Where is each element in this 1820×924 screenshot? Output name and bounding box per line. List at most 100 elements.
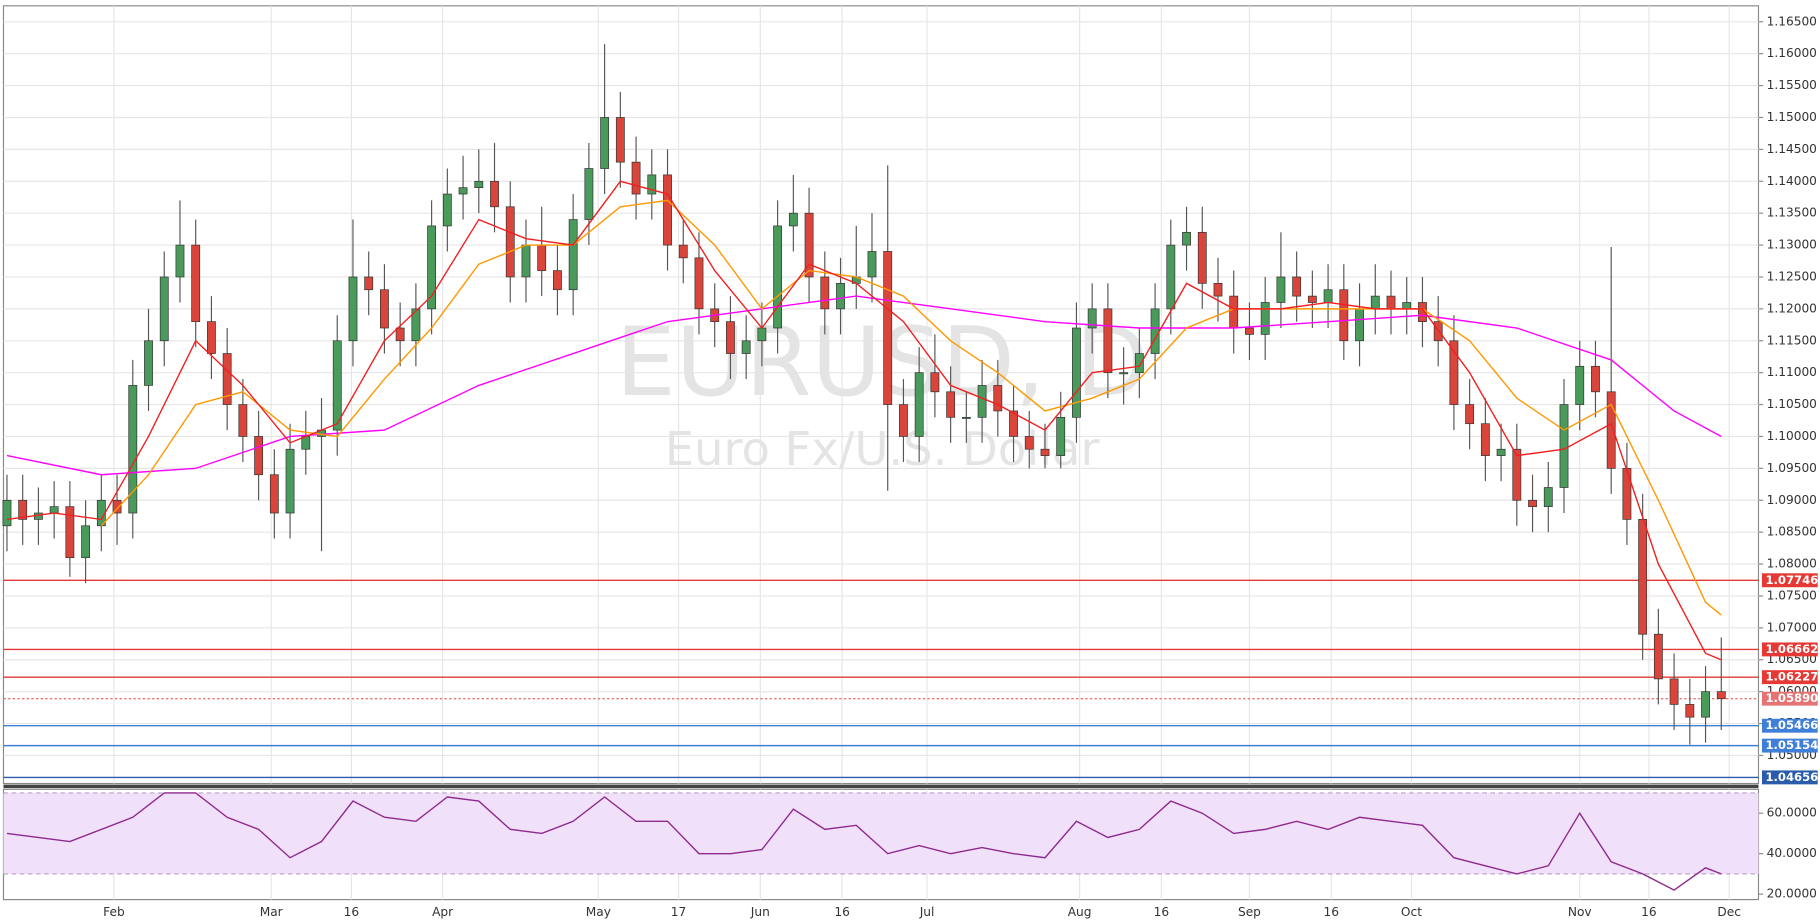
candle-body (112, 499, 122, 514)
candle-body (1260, 302, 1270, 335)
price-level-label: 1.06662 (1765, 642, 1818, 656)
x-tick-label: 17 (671, 905, 686, 919)
candle-body (2, 499, 12, 527)
x-tick-label: Mar (260, 905, 283, 919)
candle-body (1701, 691, 1710, 718)
y-tick-label: 1.13500 (1767, 206, 1817, 220)
candle-body (1685, 704, 1695, 718)
y-tick-label: 1.14000 (1767, 174, 1817, 188)
y-tick-label: 1.07000 (1767, 620, 1817, 634)
candle-body (1103, 308, 1113, 374)
candle-body (1166, 244, 1176, 310)
y-tick-label: 1.16500 (1767, 14, 1817, 28)
moving-average (6, 180, 1722, 661)
candle-body (678, 244, 688, 259)
y-tick-label: 1.10000 (1767, 429, 1817, 443)
candle-body (1150, 308, 1160, 354)
candle-body (584, 168, 594, 220)
y-tick-label: 1.08000 (1767, 557, 1817, 571)
candle-body (899, 404, 908, 437)
candle-body (490, 180, 499, 208)
candle-body (269, 474, 279, 514)
candle-body (1307, 295, 1317, 303)
candle-body (1197, 231, 1207, 284)
candle-body (207, 321, 216, 354)
candle-body (977, 385, 987, 418)
candle-body (395, 327, 405, 342)
x-tick-label: Nov (1568, 905, 1592, 919)
y-tick-label: 1.09000 (1767, 493, 1817, 507)
candle-body (1370, 295, 1380, 310)
x-tick-label: Aug (1068, 905, 1092, 919)
candle-body (993, 385, 1003, 412)
y-tick-label: 1.15500 (1767, 78, 1817, 92)
candle-body (474, 180, 484, 189)
price-level-label: 1.05154 (1765, 738, 1818, 752)
y-tick-label: 1.13000 (1767, 238, 1817, 252)
candle-body (1480, 423, 1490, 456)
watermark-title: EURUSD, D (616, 308, 1149, 418)
candle-body (301, 436, 311, 450)
price-level-tag (1761, 691, 1818, 706)
candle-body (49, 506, 59, 514)
candle-body (1622, 468, 1632, 520)
candle-body (914, 372, 924, 437)
price-level-tag (1761, 718, 1818, 733)
candle-body (1276, 276, 1286, 303)
candle-body (1575, 365, 1585, 405)
candle-body (1465, 404, 1475, 425)
candle-body (442, 193, 452, 227)
candle-body (1040, 448, 1050, 456)
candle-body (521, 244, 531, 278)
candle-body (1245, 327, 1254, 335)
candle-body (1024, 436, 1034, 450)
candle-body (1292, 276, 1302, 297)
candle-body (600, 117, 610, 169)
candle-body (804, 212, 814, 278)
y-tick-label: 1.10500 (1767, 397, 1817, 411)
candle-body (505, 206, 515, 278)
y-tick-label: 1.11500 (1767, 333, 1817, 347)
candle-body (930, 372, 940, 393)
rsi-band (3, 792, 1759, 874)
candle-body (1087, 308, 1097, 329)
x-tick-label: Apr (432, 905, 453, 919)
candle-body (1512, 448, 1522, 501)
y-tick-label: 1.12000 (1767, 301, 1817, 315)
candle-body (458, 187, 468, 195)
candle-body (1559, 404, 1569, 488)
candle-body (175, 244, 185, 278)
candle-body (568, 219, 578, 291)
candle-body (65, 506, 75, 559)
candle-body (1496, 448, 1506, 456)
price-level-label: 1.06227 (1765, 670, 1818, 684)
candle-body (1449, 340, 1459, 405)
candle-body (1182, 231, 1191, 246)
candle-body (788, 212, 798, 227)
price-level-tag (1761, 670, 1818, 685)
rsi-y-tick-label: 60.0000 (1767, 806, 1817, 820)
candle-body (285, 448, 295, 514)
candle-body (1072, 327, 1081, 418)
candle-body (883, 251, 893, 405)
x-tick-label: Sep (1238, 905, 1261, 919)
x-tick-label: 16 (344, 905, 360, 919)
x-tick-label: 16 (834, 905, 850, 919)
price-level-tag (1761, 573, 1818, 588)
candle-body (427, 225, 437, 310)
candle-body (741, 340, 751, 354)
candle-body (694, 257, 704, 310)
grid (3, 5, 1759, 900)
candle-body (1119, 372, 1129, 375)
x-tick-label: Dec (1717, 905, 1741, 919)
y-tick-label: 1.11000 (1767, 365, 1817, 379)
candle-body (1716, 691, 1726, 700)
candle-body (1543, 487, 1553, 507)
candle-body (254, 436, 264, 476)
candle-body (757, 327, 767, 342)
candle-body (81, 525, 91, 559)
price-level-tag (1761, 770, 1818, 785)
price-level-tag (1761, 738, 1818, 753)
